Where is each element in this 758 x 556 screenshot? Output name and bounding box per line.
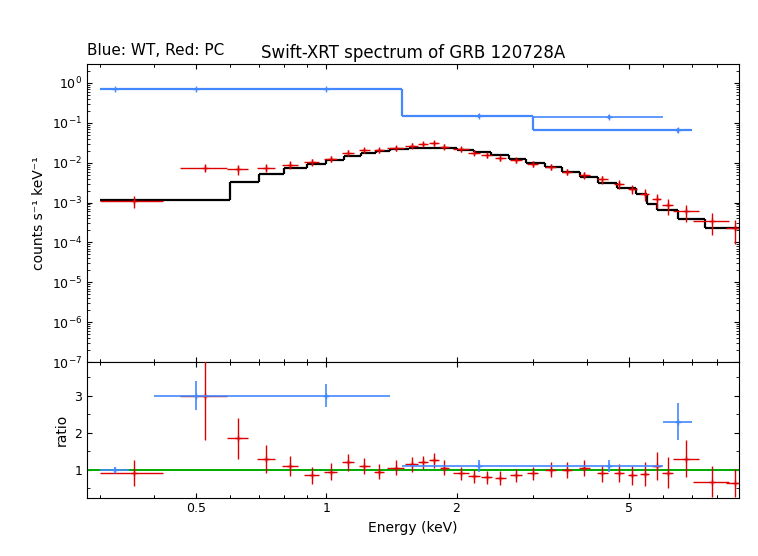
Y-axis label: ratio: ratio — [55, 414, 69, 446]
Title: Swift-XRT spectrum of GRB 120728A: Swift-XRT spectrum of GRB 120728A — [261, 44, 565, 62]
X-axis label: Energy (keV): Energy (keV) — [368, 521, 458, 535]
Text: Blue: WT, Red: PC: Blue: WT, Red: PC — [87, 43, 224, 58]
Y-axis label: counts s⁻¹ keV⁻¹: counts s⁻¹ keV⁻¹ — [33, 156, 46, 270]
